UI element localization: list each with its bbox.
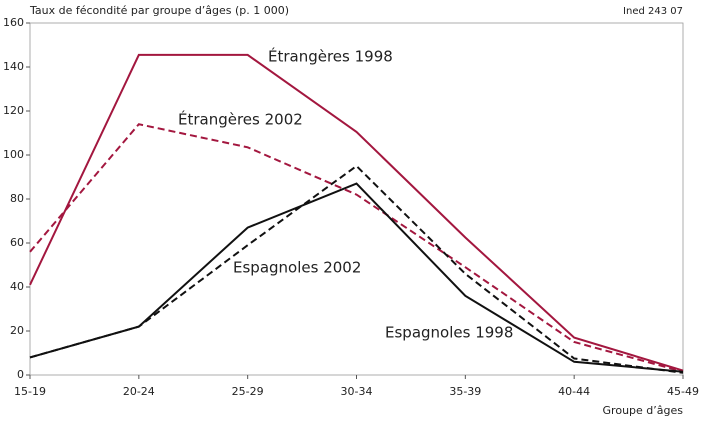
x-tick-label: 25-29 [232,385,264,398]
y-tick-label: 20 [10,324,24,337]
series-line [29,182,684,373]
series-line [29,53,684,372]
x-tick-label: 20-24 [123,385,155,398]
y-tick-label: 120 [3,104,24,117]
series-line [29,123,684,373]
series-label: Espagnoles 2002 [233,259,361,277]
series-label: Espagnoles 1998 [385,324,513,342]
x-tick-label: 40-44 [558,385,590,398]
y-tick-label: 60 [10,236,24,249]
y-tick-label: 40 [10,280,24,293]
x-tick-label: 45-49 [667,385,699,398]
y-tick-label: 0 [17,368,24,381]
x-tick-label: 30-34 [341,385,373,398]
y-tick-label: 100 [3,148,24,161]
x-tick-label: 35-39 [449,385,481,398]
y-tick-label: 80 [10,192,24,205]
source-note: Ined 243 07 [623,6,683,17]
x-tick-label: 15-19 [14,385,46,398]
y-tick-label: 160 [3,16,24,29]
series-label: Étrangères 1998 [268,47,393,66]
y-axis-label: Taux de fécondité par groupe d’âges (p. … [29,4,289,17]
x-axis-label: Groupe d’âges [603,404,684,417]
y-tick-label: 140 [3,60,24,73]
series-label: Étrangères 2002 [178,110,303,129]
